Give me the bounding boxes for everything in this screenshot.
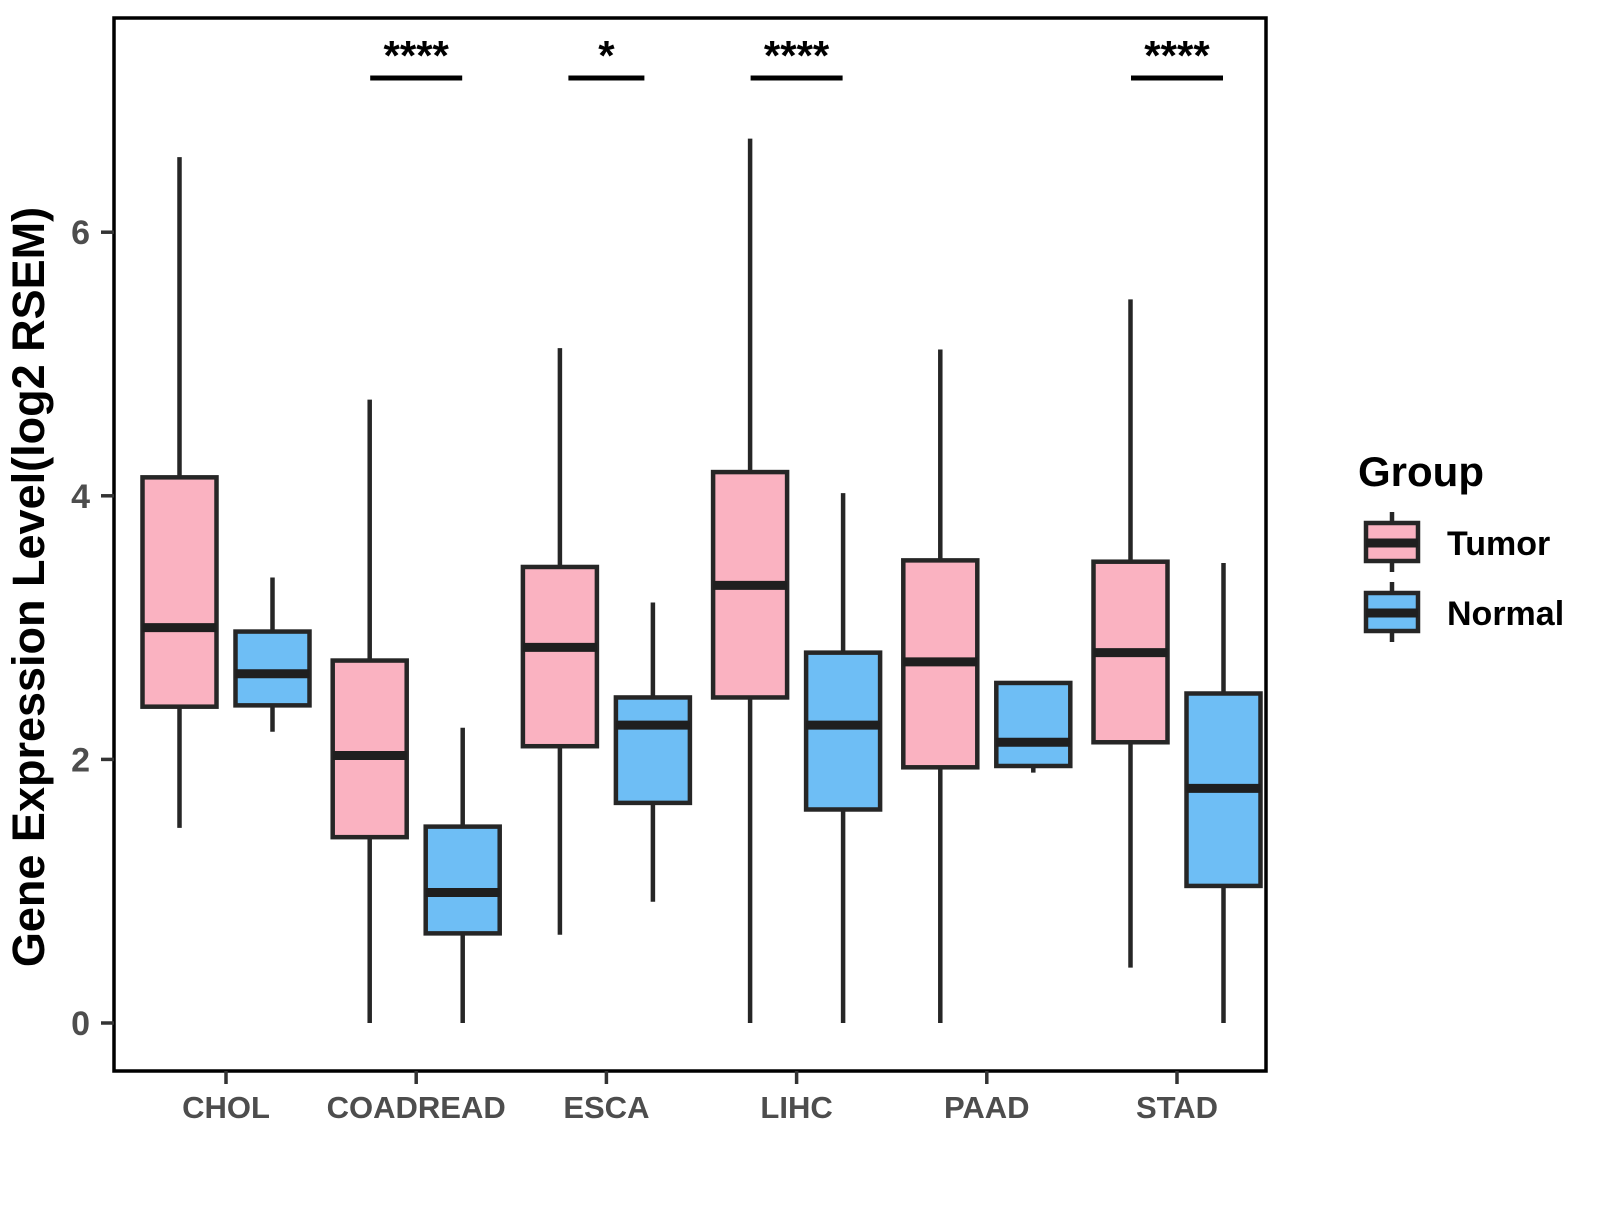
significance-stars-esca: * <box>598 32 615 79</box>
x-tick-label-paad: PAAD <box>944 1090 1030 1125</box>
y-tick-label: 6 <box>71 214 90 252</box>
significance-stars-coadread: **** <box>384 32 450 79</box>
x-tick-label-coadread: COADREAD <box>327 1090 506 1125</box>
legend-key-normal-boxplot-icon <box>1363 582 1421 642</box>
box-CHOL-tumor <box>140 475 219 709</box>
y-tick-label: 2 <box>71 741 90 779</box>
box-ESCA-tumor <box>520 564 600 749</box>
y-tick-label: 4 <box>71 478 90 516</box>
box-COADREAD-tumor <box>330 658 409 840</box>
legend-label-tumor: Tumor <box>1447 525 1550 563</box>
box-COADREAD-normal <box>423 824 502 936</box>
x-tick-label-stad: STAD <box>1136 1090 1218 1125</box>
y-axis-title: Gene Expression Level(log2 RSEM) <box>3 207 54 967</box>
box-CHOL-normal <box>233 629 312 708</box>
significance-stars-lihc: **** <box>764 32 830 79</box>
x-tick-label-chol: CHOL <box>182 1090 270 1125</box>
legend-title: Group <box>1358 448 1484 495</box>
legend: Group Tumor Normal <box>1358 448 1564 642</box>
box-PAAD-normal <box>994 680 1073 769</box>
x-tick-label-lihc: LIHC <box>760 1090 832 1125</box>
legend-label-normal: Normal <box>1447 595 1564 633</box>
box-LIHC-normal <box>803 650 883 812</box>
significance-stars-stad: **** <box>1144 32 1210 79</box>
legend-key-tumor-boxplot-icon <box>1363 512 1421 572</box>
x-tick-label-esca: ESCA <box>563 1090 649 1125</box>
y-tick-label: 0 <box>71 1005 90 1043</box>
panel-border <box>112 16 1268 1073</box>
box-ESCA-normal <box>613 695 693 806</box>
